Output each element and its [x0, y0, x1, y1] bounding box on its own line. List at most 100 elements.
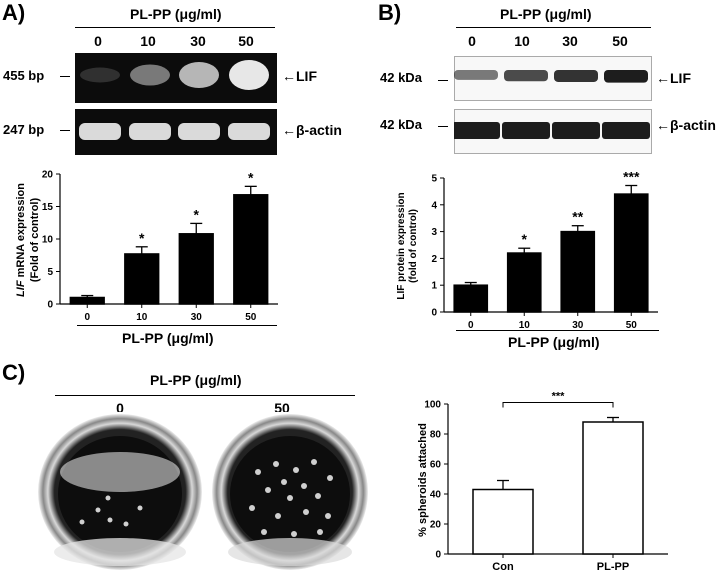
spheroid	[311, 459, 317, 465]
panel-a-lane-label: 30	[190, 33, 206, 49]
blot-band-lif	[604, 70, 648, 83]
arrow-left-icon: ←	[282, 68, 296, 84]
gel-band-actin	[79, 123, 121, 140]
panel-c-header-line	[55, 395, 355, 396]
x-tick-label: Con	[492, 561, 514, 572]
mw-tick	[60, 130, 70, 131]
spheroid	[303, 509, 309, 515]
spheroid	[325, 513, 331, 519]
blot-band-actin	[454, 122, 500, 139]
arrow-left-icon: ←	[656, 117, 670, 133]
panel-a-band-label-actin: ←β-actin	[282, 122, 342, 138]
bar	[613, 193, 649, 313]
mw-tick	[438, 126, 448, 127]
chart-a-ylabel: LIF mRNA expression	[15, 183, 27, 297]
panel-b-lane-label: 0	[468, 33, 476, 49]
y-tick-label: 2	[431, 254, 437, 265]
panel-b-lane-label: 10	[514, 33, 530, 49]
panel-b-header: PL-PP (μg/ml)	[500, 6, 592, 22]
y-tick-label: 10	[42, 235, 54, 246]
spheroid	[261, 529, 267, 535]
bar	[472, 488, 534, 555]
x-tick-label: 10	[519, 320, 531, 331]
arrow-left-icon: ←	[656, 70, 670, 86]
arrow-left-icon: ←	[282, 122, 296, 138]
panel-b-band-label-actin: ←β-actin	[656, 117, 716, 133]
panel-b-band-label-lif: ←LIF	[656, 70, 691, 86]
chart-b-ylabel: LIF protein expression	[396, 192, 407, 299]
chart-b-ylabel-2: (fold of control)	[408, 209, 419, 283]
significance-label: *	[248, 169, 254, 185]
spheroid	[249, 505, 255, 511]
x-tick-label: 0	[468, 320, 474, 331]
mw-tick	[438, 80, 448, 81]
chart-c-ylabel: % spheroids attached	[417, 423, 429, 537]
panel-a-label: A)	[2, 0, 26, 25]
chart-a: 0 5 10 15 20 0 10 * 30 * 50 * LIF mRNA expression (Fo…	[15, 169, 278, 323]
spheroid	[275, 513, 281, 519]
bar	[178, 233, 214, 305]
significance-label: **	[572, 209, 583, 225]
spheroid	[107, 517, 113, 523]
panel-b-mw-label: 42 kDa	[380, 117, 422, 132]
gel-band-actin	[129, 123, 171, 140]
y-tick-label: 3	[431, 227, 437, 238]
chart-c: 0 20 40 60 80 100 Con PL-PP % spheroids attached…	[417, 391, 668, 572]
gel-band-lif	[80, 67, 120, 83]
x-tick-label: PL-PP	[597, 561, 629, 572]
y-tick-label: 60	[430, 460, 442, 471]
y-tick-label: 5	[47, 267, 53, 278]
spheroid	[265, 487, 271, 493]
significance-label: ***	[623, 169, 640, 185]
gel-band-actin	[178, 123, 220, 140]
y-tick-label: 0	[431, 308, 437, 319]
panel-a-lane-label: 50	[238, 33, 254, 49]
bar	[506, 252, 542, 313]
bar	[560, 230, 596, 313]
panel-b-blot	[454, 56, 652, 154]
spheroid	[315, 493, 321, 499]
spheroid-wells-photo	[38, 412, 368, 572]
blot-band-actin	[552, 122, 600, 139]
spheroid	[95, 507, 101, 513]
spheroid	[255, 469, 261, 475]
x-tick-label: 50	[245, 312, 257, 323]
blot-band-lif	[454, 70, 498, 80]
bar	[124, 253, 160, 305]
spheroid	[327, 475, 333, 481]
blot-band-actin	[502, 122, 550, 139]
significance-label: *	[194, 206, 200, 222]
x-tick-label: 30	[572, 320, 584, 331]
significance-label: ***	[552, 391, 566, 403]
panel-c-well-label: 0	[116, 400, 124, 416]
y-tick-label: 80	[430, 430, 442, 441]
significance-bracket	[502, 402, 614, 408]
blot-band-lif	[554, 70, 598, 82]
bar	[582, 421, 644, 555]
chart-b-xlabel-line	[456, 330, 659, 331]
gel-band-actin	[228, 123, 270, 140]
spheroid	[301, 483, 307, 489]
panel-a-mw-label: 455 bp	[3, 68, 45, 83]
spheroid	[291, 531, 297, 537]
bar	[69, 296, 105, 305]
gel-band-lif	[179, 62, 219, 88]
significance-label: *	[139, 230, 145, 246]
spheroid	[123, 521, 129, 527]
spheroid	[79, 519, 85, 525]
mw-tick	[60, 76, 70, 77]
spheroid	[317, 529, 323, 535]
x-tick-label: 50	[626, 320, 638, 331]
y-tick-label: 20	[42, 170, 54, 181]
panel-b-header-line	[456, 27, 651, 28]
chart-a-xlabel-line	[77, 325, 277, 326]
y-tick-label: 5	[431, 174, 437, 185]
spheroid	[281, 479, 287, 485]
blot-band-lif	[504, 70, 548, 82]
y-tick-label: 20	[430, 520, 442, 531]
y-tick-label: 4	[431, 200, 437, 211]
panel-a-lane-label: 10	[140, 33, 156, 49]
y-tick-label: 40	[430, 490, 442, 501]
significance-label: *	[522, 231, 528, 247]
spheroid	[293, 467, 299, 473]
